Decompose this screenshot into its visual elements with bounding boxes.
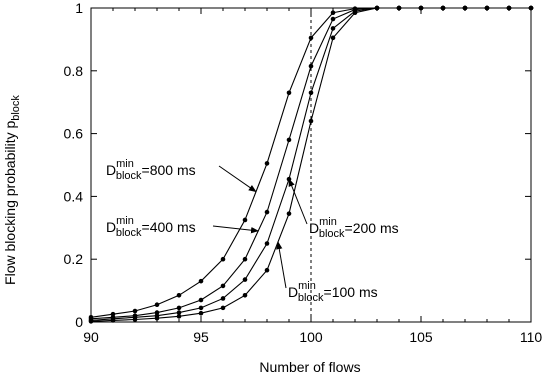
data-point (264, 209, 270, 215)
annotation-800ms-main: D (106, 162, 116, 178)
data-point (176, 305, 182, 311)
data-point (308, 90, 314, 96)
annotation-400ms-sub: block (116, 227, 142, 239)
data-point (286, 137, 292, 143)
data-point (198, 305, 204, 311)
data-point (198, 278, 204, 284)
data-point (176, 310, 182, 315)
data-point (330, 16, 336, 22)
arrow-100ms (276, 241, 287, 289)
data-point (110, 318, 116, 323)
x-tick-label: 100 (299, 329, 323, 345)
annotation-200ms: Dmin block=200 ms (309, 216, 399, 240)
data-point (396, 5, 402, 11)
annotation-100ms: Dmin block=100 ms (288, 280, 378, 304)
data-point (528, 5, 534, 11)
data-point (242, 217, 248, 223)
data-point (264, 161, 270, 166)
annotation-200ms-sub: block (319, 228, 345, 240)
annotation-100ms-rest: =100 ms (324, 284, 378, 300)
x-tick-label: 95 (193, 329, 209, 345)
annotation-400ms-rest: =400 ms (142, 219, 196, 235)
x-axis-label: Number of flows (259, 359, 360, 375)
data-point (154, 315, 160, 321)
annotation-800ms-sub: block (116, 170, 142, 182)
plot-area: 90 95 100 105 110 0 0.2 0.4 0.6 0.8 1 (64, 0, 543, 345)
annotation-100ms-sub: block (298, 292, 324, 304)
data-point (418, 5, 424, 11)
data-point (330, 35, 336, 41)
y-tick-label: 0.4 (64, 188, 84, 204)
data-point (198, 297, 204, 303)
data-point (220, 305, 226, 311)
data-point (286, 211, 292, 216)
data-point (308, 118, 314, 124)
arrow-200ms (288, 178, 308, 225)
data-point (132, 308, 138, 314)
annotation-200ms-rest: =200 ms (345, 220, 399, 236)
y-tick-label: 0.2 (64, 251, 84, 267)
arrow-800ms (218, 165, 257, 193)
data-point (242, 277, 248, 282)
annotation-400ms: Dmin block=400 ms (106, 215, 196, 239)
annotation-400ms-main: D (106, 219, 116, 235)
data-point (286, 90, 292, 96)
data-point (440, 5, 446, 11)
data-point (176, 293, 182, 298)
data-point (308, 35, 314, 41)
annotation-800ms-sup: min (116, 158, 134, 170)
data-point (154, 302, 160, 308)
data-point (462, 5, 468, 11)
x-tick-label: 110 (520, 329, 543, 345)
y-tick-label: 0.8 (64, 63, 84, 79)
y-tick-label: 0.6 (64, 126, 84, 142)
data-point (198, 310, 204, 316)
data-point (242, 293, 248, 298)
y-tick-label: 1 (75, 0, 83, 16)
data-point (374, 5, 380, 11)
annotation-100ms-main: D (288, 284, 298, 300)
arrow-400ms (212, 225, 259, 234)
data-point (88, 319, 94, 324)
data-point (220, 296, 226, 301)
annotation-200ms-main: D (309, 220, 319, 236)
data-point (308, 63, 314, 69)
data-point (330, 26, 336, 31)
y-axis-label-sub: block (10, 95, 22, 121)
annotation-800ms-rest: =800 ms (142, 162, 196, 178)
x-tick-label: 105 (409, 329, 433, 345)
data-point (506, 5, 512, 11)
annotation-200ms-sup: min (319, 216, 337, 228)
data-point (176, 314, 182, 319)
data-point (264, 267, 270, 273)
y-axis-label: Flow blocking probability pblock (2, 95, 22, 285)
x-tick-label: 90 (83, 329, 99, 345)
data-point (352, 10, 358, 16)
data-point (330, 10, 336, 16)
annotation-100ms-sup: min (298, 280, 316, 292)
data-point (242, 256, 248, 262)
data-point (132, 317, 138, 322)
data-point (264, 241, 270, 246)
data-point (220, 256, 226, 262)
y-tick-label: 0 (75, 314, 83, 330)
data-point (484, 5, 490, 11)
y-axis-label-main: Flow blocking probability p (2, 121, 18, 285)
annotation-800ms: Dmin block=800 ms (106, 158, 196, 182)
data-point (220, 283, 226, 289)
annotation-400ms-sup: min (116, 215, 134, 227)
